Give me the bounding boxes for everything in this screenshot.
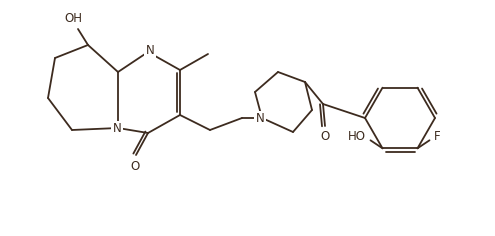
Text: OH: OH — [64, 13, 82, 25]
Text: HO: HO — [347, 130, 365, 143]
Text: N: N — [146, 45, 154, 58]
Text: N: N — [255, 113, 264, 126]
Text: F: F — [434, 130, 441, 143]
Text: N: N — [113, 122, 121, 135]
Text: O: O — [130, 160, 140, 173]
Text: O: O — [320, 131, 330, 143]
